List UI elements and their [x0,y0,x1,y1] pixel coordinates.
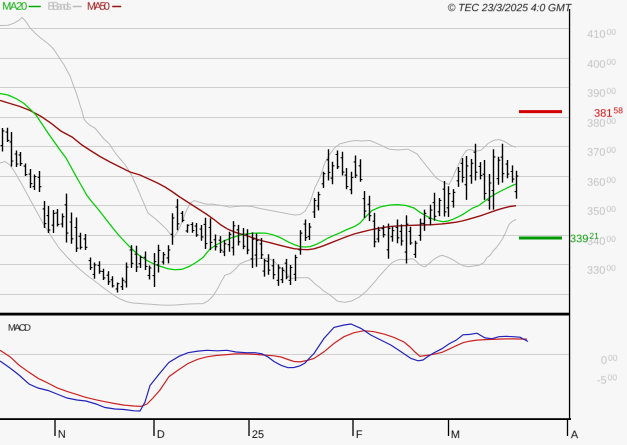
svg-text:MA50: MA50 [87,1,110,13]
svg-text:MACD: MACD [8,323,31,334]
svg-text:MA20: MA20 [2,1,27,13]
svg-text:© TEC 23/3/2025 4:0 GMT: © TEC 23/3/2025 4:0 GMT [448,2,573,14]
svg-text:D: D [157,429,165,440]
svg-text:M: M [451,429,460,440]
svg-text:BBands: BBands [47,1,72,13]
svg-text:A: A [571,429,579,440]
svg-text:F: F [356,429,363,440]
svg-text:25: 25 [252,429,264,440]
svg-text:N: N [58,429,66,440]
